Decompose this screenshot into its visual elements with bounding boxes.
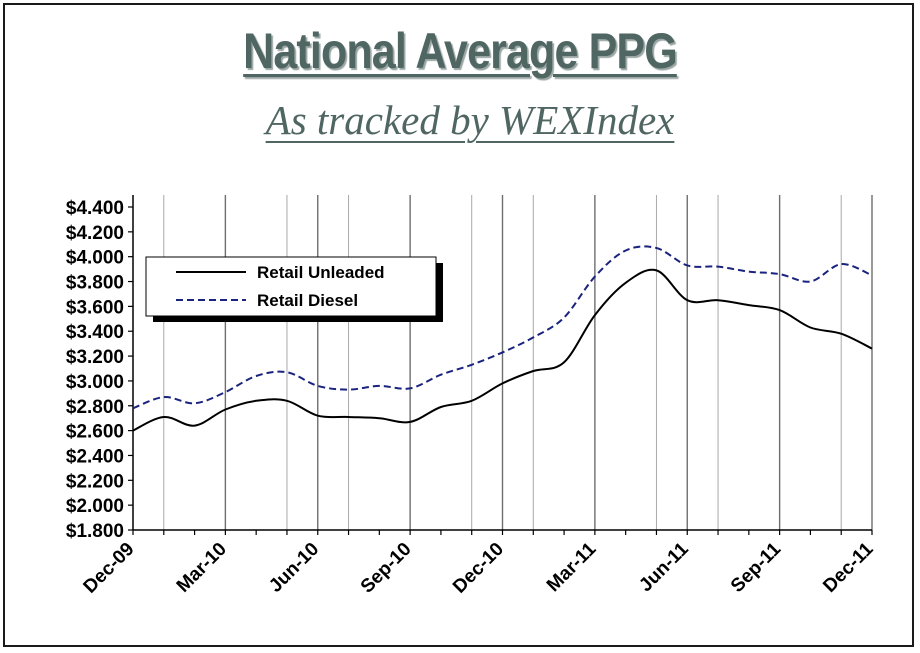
y-tick-label: $3.600 [66,297,124,318]
grid [163,195,873,530]
y-tick-label: $3.000 [66,372,124,393]
y-tick-label: $4.200 [66,223,124,244]
x-tick-label: Dec-09 [80,539,139,598]
legend-label-retail-unleaded: Retail Unleaded [257,263,385,282]
y-tick-label: $2.400 [66,446,124,467]
x-tick-label: Sep-10 [357,539,416,598]
x-tick-label: Mar-11 [543,538,601,596]
legend: Retail Unleaded Retail Diesel [145,256,443,322]
x-tick-label: Mar-10 [173,539,231,597]
chart-title: National Average PPG [243,23,678,79]
series-line-retail-diesel [132,245,873,410]
y-tick-label: $2.600 [66,422,124,443]
legend-box [145,256,437,317]
y-tick-label: $3.800 [66,273,124,294]
y-tick-label: $2.000 [66,496,124,517]
y-tick-label: $4.000 [66,248,124,269]
x-tick-label: Dec-10 [449,539,508,598]
x-tick-label: Sep-11 [727,538,785,596]
series [132,245,873,432]
y-tick-label: $2.800 [66,397,124,418]
series-line-retail-unleaded [132,268,873,432]
y-tick-label: $1.800 [66,521,124,542]
y-tick-label: $3.400 [66,322,124,343]
y-tick-label: $4.400 [66,198,124,219]
x-tick-label: Dec-11 [819,538,877,596]
legend-label-retail-diesel: Retail Diesel [257,291,358,310]
x-tick-label: Jun-10 [265,539,323,597]
chart-frame [3,3,914,647]
chart-subtitle: As tracked by WEXIndex [265,97,675,143]
y-tick-label: $2.200 [66,471,124,492]
y-tick-label: $3.200 [66,347,124,368]
x-tick-label: Jun-11 [635,538,693,596]
